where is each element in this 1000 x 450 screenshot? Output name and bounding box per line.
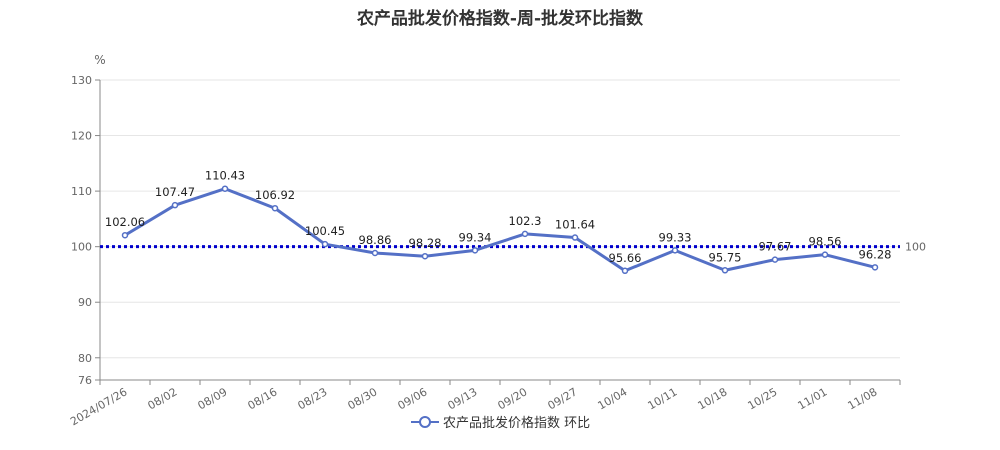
data-point[interactable] (371, 249, 379, 257)
data-point[interactable] (871, 264, 879, 271)
y-unit-label: % (94, 53, 105, 67)
y-tick-label: 100 (71, 241, 92, 254)
legend-label[interactable]: 农产品批发价格指数 环比 (443, 415, 590, 431)
data-label: 101.64 (555, 218, 595, 232)
x-tick-label: 10/04 (596, 385, 630, 412)
x-tick-label: 08/30 (346, 385, 380, 412)
data-label: 95.75 (709, 250, 742, 264)
y-tick-label: 110 (71, 185, 92, 198)
data-point[interactable] (421, 252, 429, 260)
data-label: 100.45 (305, 224, 345, 238)
data-label: 97.67 (759, 240, 792, 254)
data-label: 98.28 (409, 236, 442, 250)
x-tick-label: 09/27 (546, 385, 580, 412)
data-label: 110.43 (205, 169, 245, 183)
x-tick-label: 08/23 (296, 385, 330, 412)
data-label: 98.86 (359, 233, 392, 247)
x-tick-label: 09/13 (446, 385, 480, 412)
chart-title: 农产品批发价格指数-周-批发环比指数 (356, 9, 644, 29)
reference-line-label: 100 (905, 241, 926, 254)
data-point[interactable] (121, 231, 129, 239)
x-tick-label: 10/25 (746, 385, 780, 412)
data-point[interactable] (171, 201, 179, 209)
x-tick-label: 08/09 (196, 385, 230, 412)
y-tick-label: 130 (71, 74, 92, 87)
data-point[interactable] (671, 247, 679, 254)
data-point[interactable] (821, 251, 829, 258)
x-tick-label: 2024/07/26 (68, 385, 129, 428)
data-label: 102.3 (509, 214, 542, 228)
data-label: 95.66 (609, 251, 642, 265)
x-tick-label: 10/18 (696, 385, 730, 412)
data-point[interactable] (621, 267, 629, 275)
x-tick-label: 10/11 (646, 385, 680, 412)
x-tick-label: 08/16 (246, 385, 280, 412)
data-point[interactable] (321, 240, 329, 248)
data-point[interactable] (521, 230, 529, 238)
data-label: 99.34 (459, 230, 492, 244)
series-line (124, 187, 876, 273)
data-label: 102.06 (105, 215, 145, 229)
x-tick-label: 09/20 (496, 385, 530, 412)
data-point[interactable] (771, 256, 779, 263)
data-point[interactable] (721, 267, 729, 274)
data-label: 107.47 (155, 185, 195, 199)
data-point[interactable] (471, 247, 479, 254)
data-point[interactable] (271, 204, 279, 212)
x-tick-label: 11/01 (796, 385, 830, 412)
data-label: 96.28 (859, 247, 892, 261)
data-label: 106.92 (255, 188, 295, 202)
y-tick-label: 120 (71, 130, 92, 143)
x-tick-label: 08/02 (146, 385, 180, 412)
data-point[interactable] (571, 234, 579, 241)
y-tick-label: 76 (78, 374, 92, 387)
y-tick-label: 90 (78, 296, 92, 309)
data-point[interactable] (221, 185, 229, 192)
legend-marker[interactable] (419, 416, 431, 428)
y-tick-label: 80 (78, 352, 92, 365)
data-label: 98.56 (809, 235, 842, 249)
data-label: 99.33 (659, 230, 692, 244)
x-tick-label: 11/08 (846, 385, 880, 412)
x-tick-label: 09/06 (396, 385, 430, 412)
